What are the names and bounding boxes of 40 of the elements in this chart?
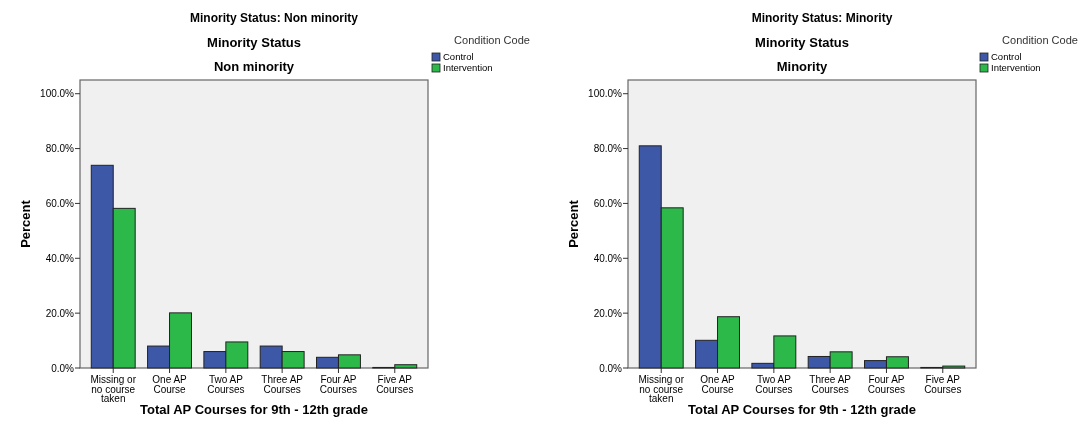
y-tick-label: 0.0% <box>599 362 623 374</box>
x-tick-label: Four AP Courses <box>319 374 358 395</box>
x-tick-label: Two AP Courses <box>207 374 245 395</box>
y-tick-label: 60.0% <box>593 197 623 209</box>
legend-label: Control <box>991 51 1022 62</box>
y-tick-label: 20.0% <box>45 307 75 319</box>
text: Minority <box>776 59 829 74</box>
text: Non minority <box>213 59 295 74</box>
y-tick-label: 100.0% <box>40 88 75 100</box>
legend-label: Intervention <box>443 62 493 73</box>
y-axis-title: Percent <box>18 199 33 248</box>
y-tick-label: 40.0% <box>45 252 75 264</box>
x-tick-label: One AP Course <box>700 374 736 395</box>
x-axis-title: Total AP Courses for 9th - 12th grade <box>139 402 369 417</box>
legend-title: Condition Code <box>1002 34 1078 46</box>
legend-title: Condition Code <box>454 34 530 46</box>
x-axis-title: Total AP Courses for 9th - 12th grade <box>687 402 917 417</box>
y-tick-label: 60.0% <box>45 197 75 209</box>
chart-title: Minority Status: Minority <box>751 11 893 25</box>
x-tick-label: Five AP Courses <box>376 374 414 395</box>
chart-subtitle: Minority Status <box>755 35 849 50</box>
legend-label: Intervention <box>991 62 1041 73</box>
x-tick-label: Three AP Courses <box>261 374 304 395</box>
y-axis-title: Percent <box>566 199 581 248</box>
y-tick-label: 40.0% <box>593 252 623 264</box>
chart-title: Minority Status: Non minority <box>190 11 359 25</box>
x-tick-label: Missing or no course taken <box>638 374 685 404</box>
y-tick-label: 80.0% <box>45 143 75 155</box>
y-tick-label: 0.0% <box>51 362 75 374</box>
x-tick-label: Three AP Courses <box>809 374 852 395</box>
y-tick-label: 80.0% <box>593 143 623 155</box>
y-tick-label: 20.0% <box>593 307 623 319</box>
x-tick-label: Five AP Courses <box>924 374 962 395</box>
legend-label: Control <box>443 51 474 62</box>
x-tick-label: Missing or no course taken <box>90 374 137 404</box>
y-tick-label: 100.0% <box>588 88 623 100</box>
chart-subtitle: Minority Status <box>207 35 301 50</box>
x-tick-label: One AP Course <box>152 374 188 395</box>
x-tick-label: Four AP Courses <box>867 374 906 395</box>
x-tick-label: Two AP Courses <box>755 374 793 395</box>
